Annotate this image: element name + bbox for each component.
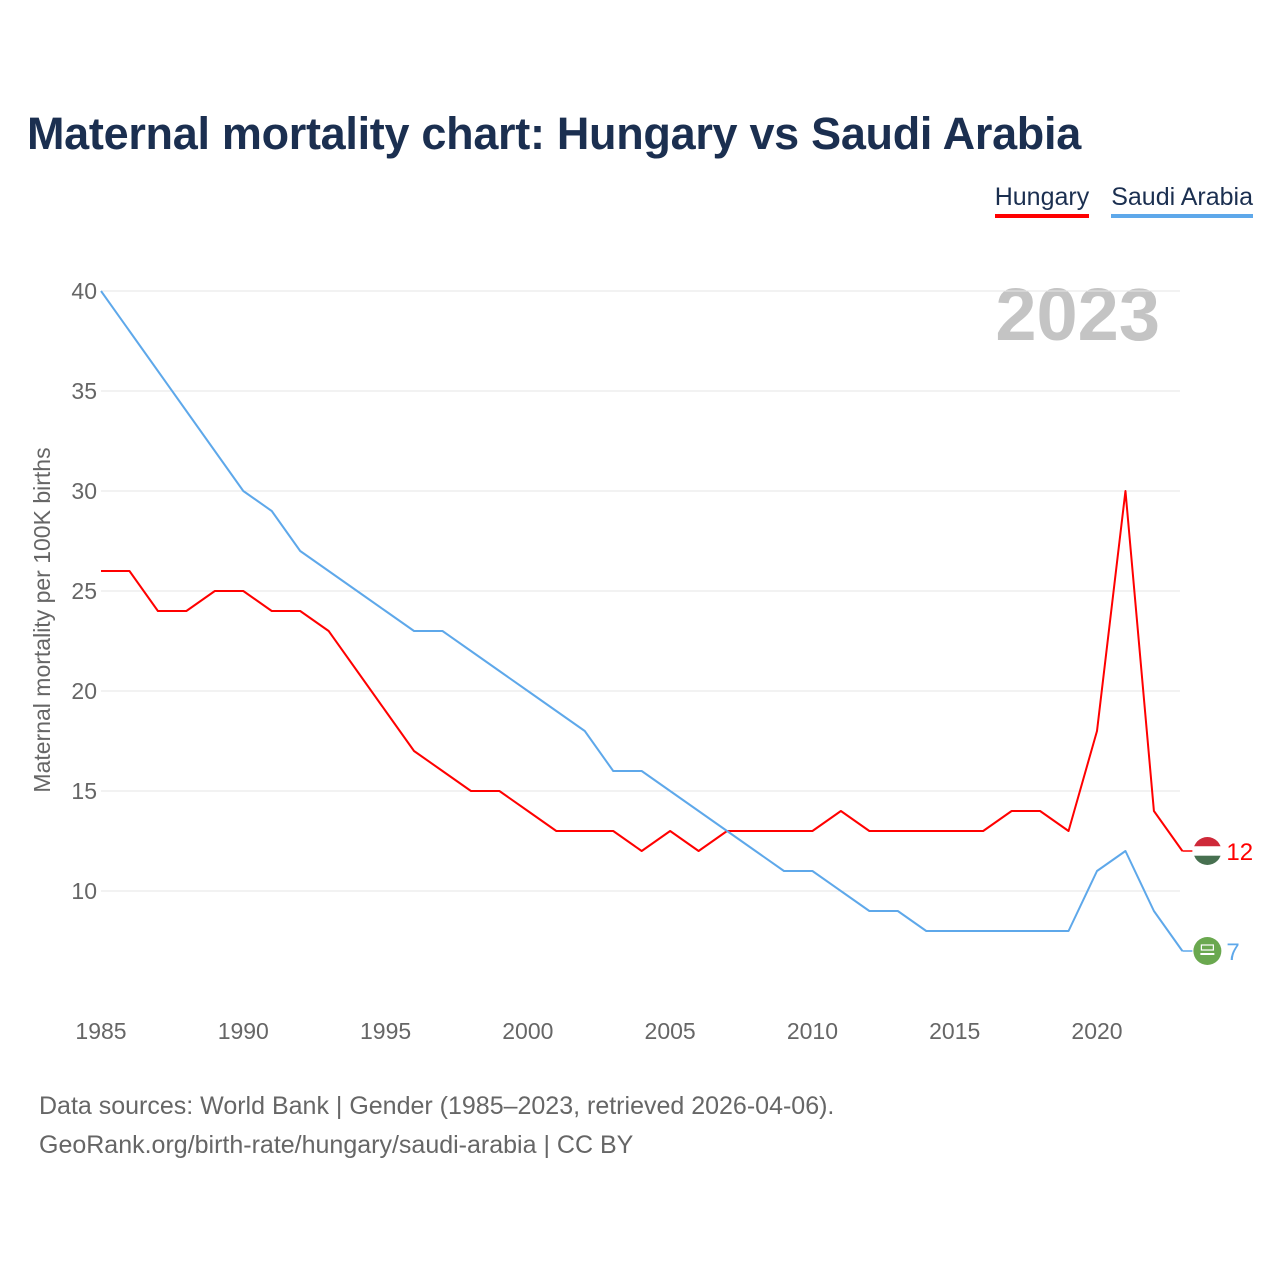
y-tick-label: 15	[71, 778, 97, 804]
x-tick-label: 2000	[502, 1018, 553, 1044]
chart-title: Maternal mortality chart: Hungary vs Sau…	[27, 108, 1081, 159]
y-axis-label: Maternal mortality per 100K births	[29, 447, 55, 792]
year-watermark: 2023	[995, 273, 1160, 356]
legend-hungary[interactable]: Hungary	[994, 183, 1090, 218]
y-tick-label: 35	[71, 378, 97, 404]
x-tick-label: 2010	[787, 1018, 838, 1044]
source-note: Data sources: World Bank | Gender (1985–…	[39, 1087, 834, 1165]
legend-saudi-arabia[interactable]: Saudi Arabia	[1111, 183, 1253, 218]
flag-script	[1200, 944, 1214, 951]
flag-stripe	[1193, 846, 1222, 856]
source-line-2: GeoRank.org/birth-rate/hungary/saudi-ara…	[39, 1131, 634, 1159]
y-tick-label: 30	[71, 478, 97, 504]
legend: Hungary Saudi Arabia	[994, 183, 1253, 218]
hungary-flag-icon	[1193, 837, 1222, 865]
x-tick-label: 2005	[645, 1018, 696, 1044]
end-value-label: 7	[1226, 939, 1239, 966]
y-tick-label: 10	[71, 878, 97, 904]
saudi-arabia-flag-icon	[1193, 937, 1222, 965]
end-value-label: 12	[1226, 839, 1253, 866]
source-line-1: Data sources: World Bank | Gender (1985–…	[39, 1092, 835, 1120]
x-tick-label: 2015	[929, 1018, 980, 1044]
y-tick-label: 40	[71, 278, 97, 304]
series-line-saudi-arabia	[100, 290, 1184, 952]
x-tick-label: 1995	[360, 1018, 411, 1044]
x-tick-label: 1990	[218, 1018, 269, 1044]
flag-stripe	[1193, 837, 1222, 847]
flag-stripe	[1193, 855, 1222, 865]
y-tick-label: 20	[71, 678, 97, 704]
x-tick-label: 2020	[1071, 1018, 1122, 1044]
y-tick-label: 25	[71, 578, 97, 604]
x-tick-label: 1985	[75, 1018, 126, 1044]
series-line-hungary	[101, 490, 1184, 852]
flag-sword	[1200, 953, 1215, 955]
